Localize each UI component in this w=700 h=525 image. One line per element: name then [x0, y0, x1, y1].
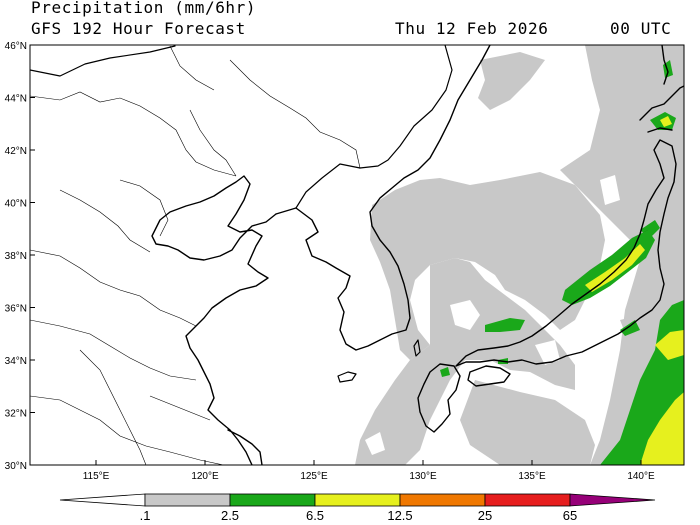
province-borders: [30, 45, 361, 465]
korea-coastline: [295, 45, 491, 351]
nk-china-border: [275, 163, 361, 215]
lat-tick-label: 44°N: [5, 94, 27, 105]
colorbar-bin: [229, 493, 316, 507]
colorbar-label: 2.5: [220, 508, 240, 523]
colorbar-bin: [399, 493, 486, 507]
map-title: Precipitation (mm/6hr): [31, 0, 257, 17]
valid-time: 00 UTC: [610, 19, 672, 38]
colorbar-left-arrow: [59, 493, 146, 507]
lon-tick-label: 130°E: [409, 471, 437, 482]
lon-ticks: 115°E 120°E 125°E 130°E 135°E 140°E: [83, 460, 655, 482]
jeju-island: [337, 371, 357, 383]
shikoku-coastline: [467, 365, 511, 387]
sakhalin-coastline: [661, 45, 669, 85]
colorbar-bin: [314, 493, 401, 507]
lon-tick-label: 125°E: [300, 471, 328, 482]
precip-heavy-shading: [585, 116, 684, 465]
lat-tick-label: 46°N: [5, 41, 27, 52]
lat-tick-label: 32°N: [5, 409, 27, 420]
lat-tick-label: 38°N: [5, 251, 27, 262]
lon-tick-label: 120°E: [191, 471, 219, 482]
precip-heavy-outline: [564, 229, 649, 291]
lon-tick-label: 135°E: [518, 471, 546, 482]
lon-tick-label: 140°E: [627, 471, 655, 482]
colorbar-label: 6.5: [305, 508, 325, 523]
lon-tick-label: 115°E: [83, 471, 110, 482]
lat-tick-label: 30°N: [5, 461, 27, 472]
colorbar-bin: [484, 493, 571, 507]
lat-tick-label: 40°N: [5, 199, 27, 210]
colorbar-label: 65: [562, 508, 578, 523]
lat-ticks: 30°N 32°N 34°N 36°N 38°N 40°N 42°N 44°N …: [5, 41, 35, 472]
honshu-coastline: [455, 139, 677, 367]
russia-china-border: [359, 45, 453, 169]
tsushima-island: [413, 339, 421, 357]
lat-tick-label: 36°N: [5, 304, 27, 315]
kyushu-coastline: [417, 363, 461, 433]
colorbar-label: .1: [139, 508, 151, 523]
valid-date: Thu 12 Feb 2026: [395, 19, 549, 38]
lat-tick-label: 34°N: [5, 356, 27, 367]
dry-gaps: [365, 175, 620, 455]
colorbar-label: 25: [477, 508, 493, 523]
forecast-subtitle: GFS 192 Hour Forecast: [31, 19, 246, 38]
precip-light-shading: [355, 45, 684, 465]
lat-tick-label: 42°N: [5, 146, 27, 157]
colorbar: [59, 493, 656, 507]
colorbar-bin: [144, 493, 231, 507]
jiangsu-coastline: [227, 429, 263, 465]
china-mongolia-border: [30, 45, 176, 77]
china-coastline: [151, 175, 277, 465]
colorbar-label: 12.5: [387, 508, 413, 523]
colorbar-right-arrow: [569, 493, 656, 507]
hokkaido-coastline: [639, 85, 684, 133]
